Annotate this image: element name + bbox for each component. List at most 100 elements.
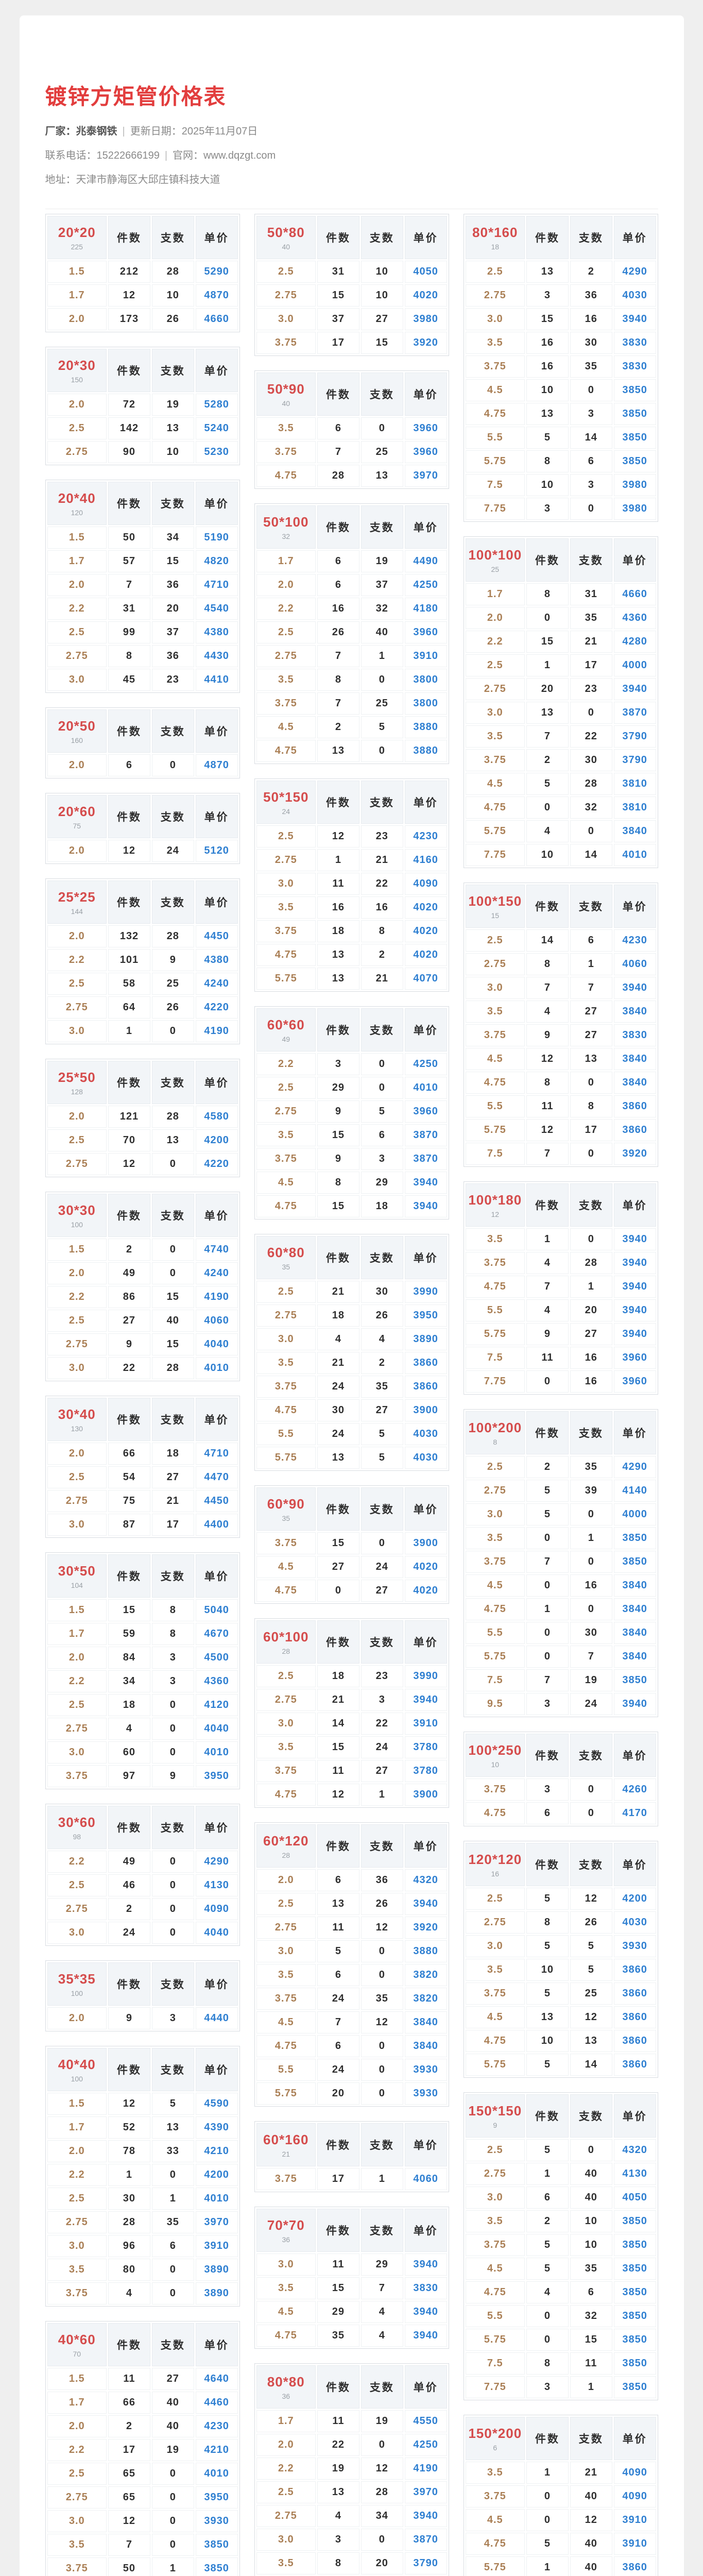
unit-price-cell: 4060 [404,2168,447,2190]
sticks-cell: 15 [361,332,403,354]
sticks-cell: 24 [151,840,194,862]
unit-price-cell: 3860 [613,2006,656,2028]
price-row: 2.75 7 1 3910 [256,645,447,667]
col-header: 支数 [151,1398,194,1441]
unit-price-cell: 4870 [195,754,238,776]
unit-price-cell: 4410 [195,669,238,691]
thickness-cell: 3.75 [465,2485,525,2507]
price-row: 3.0 22 28 4010 [47,1357,238,1379]
pieces-cell: 8 [526,583,569,605]
price-row: 4.75 35 4 3940 [256,2325,447,2347]
sticks-cell: 0 [151,1020,194,1042]
pieces-cell: 121 [108,1106,150,1128]
stock-count: 16 [491,1869,500,1878]
thickness-cell: 3.5 [465,1001,525,1023]
sticks-cell: 26 [151,996,194,1019]
thickness-cell: 4.75 [256,2035,316,2057]
price-row: 2.5 30 1 4010 [47,2188,238,2210]
price-tables-grid: 20*20 225 件数 支数 单价 1.5 212 28 5290 1.7 12 10 48… [45,209,658,2576]
thickness-cell: 3.75 [47,2557,107,2576]
thickness-cell: 1.7 [47,550,107,572]
table-column-right: 80*160 18 件数 支数 单价 2.5 13 2 4290 2.75 3 36 4030… [463,214,658,2576]
unit-price-cell: 3850 [613,2258,656,2280]
table-header-row: 150*150 9 件数 支数 单价 [465,2094,656,2138]
unit-price-cell: 3910 [404,1713,447,1735]
thickness-cell: 2.75 [256,849,316,871]
stock-count: 10 [491,1760,500,1769]
unit-price-cell: 4200 [195,2164,238,2186]
price-row: 2.0 9 3 4440 [47,2007,238,2029]
stock-count: 24 [282,807,290,816]
price-row: 1.7 6 19 4490 [256,550,447,572]
sticks-cell: 0 [570,1143,612,1165]
sticks-cell: 0 [570,1551,612,1573]
sticks-cell: 40 [570,2556,612,2576]
unit-price-cell: 3850 [195,2534,238,2556]
sticks-cell: 29 [361,2253,403,2276]
pieces-cell: 1 [526,2556,569,2576]
table-header-row: 60*60 49 件数 支数 单价 [256,1008,447,1052]
price-row: 5.5 5 14 3850 [465,427,656,449]
unit-price-cell: 3830 [613,355,656,378]
thickness-cell: 3.75 [256,920,316,942]
thickness-cell: 5.5 [256,1423,316,1445]
price-row: 7.5 7 19 3850 [465,1669,656,1691]
vendor-label: 厂家：兆泰钢铁 [45,126,117,137]
unit-price-cell: 4020 [404,920,447,942]
table-header-row: 100*200 8 件数 支数 单价 [465,1411,656,1454]
size-header-cell: 100*250 10 [465,1734,525,1777]
sticks-cell: 0 [570,1072,612,1094]
table-header-row: 20*50 160 件数 支数 单价 [47,709,238,753]
col-header: 单价 [404,372,447,416]
price-table: 120*120 16 件数 支数 单价 2.5 5 12 4200 2.75 8 26 403… [463,1841,658,2078]
pieces-cell: 97 [108,1765,150,1787]
sticks-cell: 8 [151,1599,194,1621]
unit-price-cell: 3850 [195,2557,238,2576]
thickness-cell: 4.75 [256,465,316,487]
thickness-cell: 5.75 [465,2329,525,2351]
size-header-cell: 40*40 100 [47,2048,107,2091]
unit-price-cell: 4020 [404,1556,447,1578]
price-row: 4.5 12 13 3840 [465,1048,656,1070]
unit-price-cell: 4130 [195,1874,238,1896]
unit-price-cell: 4670 [195,1623,238,1645]
pieces-cell: 21 [317,1352,359,1374]
sticks-cell: 34 [151,527,194,549]
sticks-cell: 0 [151,1922,194,1944]
unit-price-cell: 4210 [195,2140,238,2162]
thickness-cell: 1.5 [47,2368,107,2390]
sticks-cell: 27 [151,2368,194,2390]
pieces-cell: 49 [108,1851,150,1873]
thickness-cell: 3.5 [256,1964,316,1986]
sticks-cell: 10 [361,261,403,283]
pieces-cell: 11 [317,2410,359,2432]
price-row: 5.5 0 30 3840 [465,1622,656,1644]
page-title: 镀锌方矩管价格表 [45,84,227,109]
price-row: 2.0 6 0 4870 [47,754,238,776]
size-header-cell: 100*100 25 [465,538,525,582]
size-label: 80*160 [472,224,518,240]
col-header: 支数 [151,1194,194,1237]
sticks-cell: 35 [570,355,612,378]
table-header-row: 70*70 36 件数 支数 单价 [256,2209,447,2252]
pieces-cell: 10 [526,2030,569,2052]
size-header-cell: 20*30 150 [47,349,107,392]
sticks-cell: 0 [570,498,612,520]
thickness-cell: 2.0 [47,2415,107,2437]
unit-price-cell: 4460 [195,2392,238,2414]
pieces-cell: 6 [526,2187,569,2209]
price-row: 3.75 9 27 3830 [465,1024,656,1046]
unit-price-cell: 3860 [613,1119,656,1141]
sticks-cell: 28 [570,1252,612,1274]
price-row: 2.5 31 10 4050 [256,261,447,283]
price-row: 1.7 66 40 4460 [47,2392,238,2414]
thickness-cell: 4.75 [256,740,316,762]
unit-price-cell: 3840 [613,820,656,842]
price-row: 4.75 7 1 3940 [465,1276,656,1298]
sticks-cell: 5 [361,1423,403,1445]
sticks-cell: 0 [361,2529,403,2551]
unit-price-cell: 3940 [613,1693,656,1715]
unit-price-cell: 5120 [195,840,238,862]
sticks-cell: 5 [151,2093,194,2115]
pieces-cell: 5 [526,1480,569,1502]
